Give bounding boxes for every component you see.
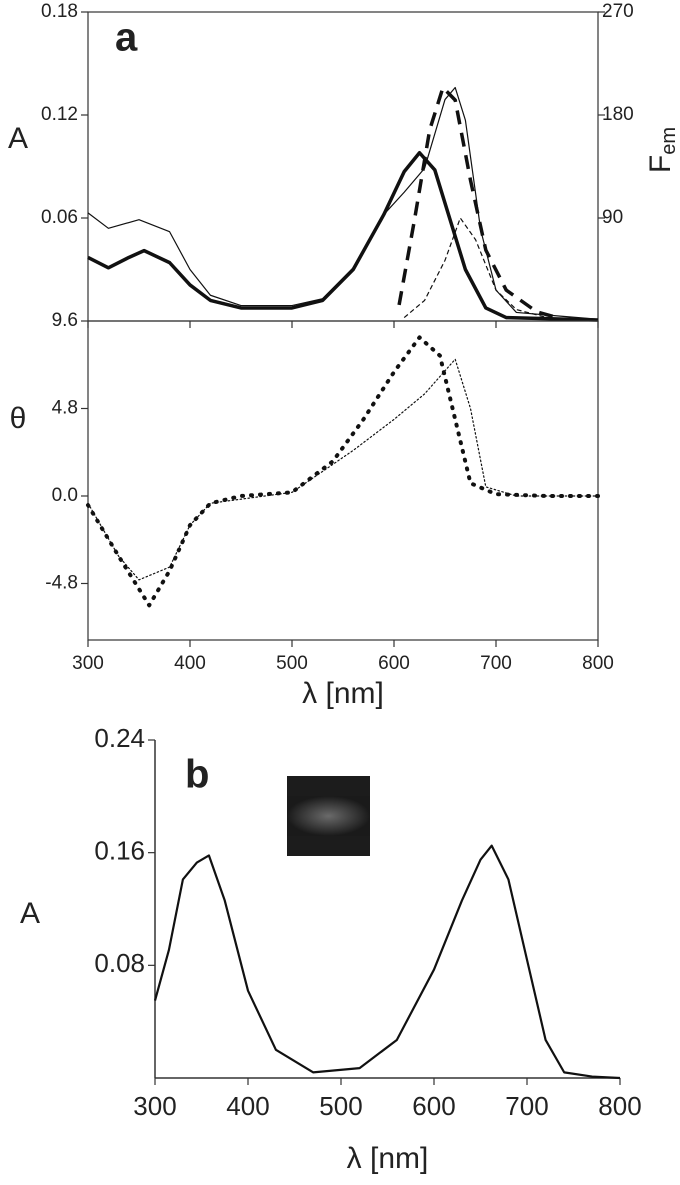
panel-label: b <box>185 753 209 797</box>
y2-tick-label: 180 <box>602 104 634 125</box>
y-tick-label: 0.16 <box>94 836 145 866</box>
y-tick-label: 4.8 <box>52 398 78 419</box>
x-tick-label: 700 <box>505 1091 548 1121</box>
data-line <box>87 86 599 320</box>
data-line <box>153 844 621 1080</box>
y2-axis-title-sub: em <box>658 127 680 155</box>
x-tick-label: 300 <box>72 653 104 674</box>
y-tick-label: 0.12 <box>41 104 78 125</box>
x-tick-label: 800 <box>582 653 614 674</box>
data-line <box>397 85 558 320</box>
y-tick-label: 0.08 <box>94 948 145 978</box>
x-axis-title: λ [nm] <box>302 677 384 710</box>
y-tick-label: 0.0 <box>52 485 78 506</box>
y-axis-title: θ <box>10 402 27 435</box>
y2-tick-label: 270 <box>602 1 634 22</box>
x-tick-label: 500 <box>276 653 308 674</box>
panel-label: a <box>115 16 138 60</box>
x-tick-label: 300 <box>133 1091 176 1121</box>
data-line <box>87 358 599 581</box>
x-tick-label: 600 <box>412 1091 455 1121</box>
inset-image <box>287 776 370 856</box>
data-line <box>403 217 548 319</box>
x-tick-label: 400 <box>226 1091 269 1121</box>
y-tick-label: 0.18 <box>41 1 78 22</box>
y-tick-label: 0.24 <box>94 723 145 753</box>
x-tick-label: 500 <box>319 1091 362 1121</box>
data-line <box>87 151 599 322</box>
x-tick-label: 700 <box>480 653 512 674</box>
x-axis-title: λ [nm] <box>347 1142 429 1175</box>
y-tick-label: 9.6 <box>52 310 78 331</box>
y-axis-title: A <box>8 122 28 155</box>
x-tick-label: 800 <box>598 1091 641 1121</box>
y-tick-label: -4.8 <box>45 573 78 594</box>
y2-axis-title: Fem <box>644 127 680 173</box>
y-axis-title: A <box>20 897 40 930</box>
plot-frame <box>87 11 599 322</box>
y2-axis-title-main: F <box>644 155 677 173</box>
y-tick-label: 0.06 <box>41 207 78 228</box>
x-tick-label: 600 <box>378 653 410 674</box>
x-tick-label: 400 <box>174 653 206 674</box>
data-line <box>86 335 600 608</box>
plot-frame <box>87 320 599 641</box>
y2-tick-label: 90 <box>602 207 623 228</box>
